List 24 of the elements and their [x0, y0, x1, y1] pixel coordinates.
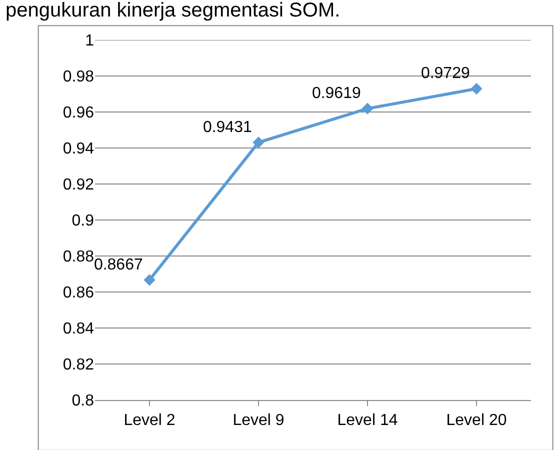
data-label: 0.9619 [312, 84, 361, 102]
point [362, 102, 374, 114]
x-tick-label: Level 14 [337, 412, 398, 430]
y-tick-label: 0.92 [62, 176, 94, 194]
x-tick-label: Level 2 [124, 412, 176, 430]
data-label: 0.8667 [94, 256, 143, 274]
y-tick-label: 0.82 [62, 356, 94, 374]
y-tick-label: 0.98 [62, 68, 94, 86]
data-label: 0.9729 [420, 65, 470, 82]
y-tick-label: 0.84 [62, 320, 94, 338]
y-tick-label: 0.96 [62, 104, 94, 122]
data-label: 0.9431 [202, 118, 252, 136]
y-tick-label: 1 [85, 32, 94, 50]
point [252, 136, 264, 148]
y-tick-label: 0.8 [72, 392, 94, 410]
y-tick-label: 0.86 [62, 284, 94, 302]
x-tick-label: Level 20 [446, 412, 507, 430]
x-tick-label: Level 9 [232, 412, 284, 430]
chart-title: pengukuran kinerja segmentasi SOM. [6, 0, 340, 22]
y-tick-label: 0.88 [62, 248, 94, 266]
point [144, 274, 156, 286]
y-tick-label: 0.94 [62, 140, 94, 158]
y-tick-label: 0.9 [72, 212, 94, 230]
point [470, 82, 482, 95]
